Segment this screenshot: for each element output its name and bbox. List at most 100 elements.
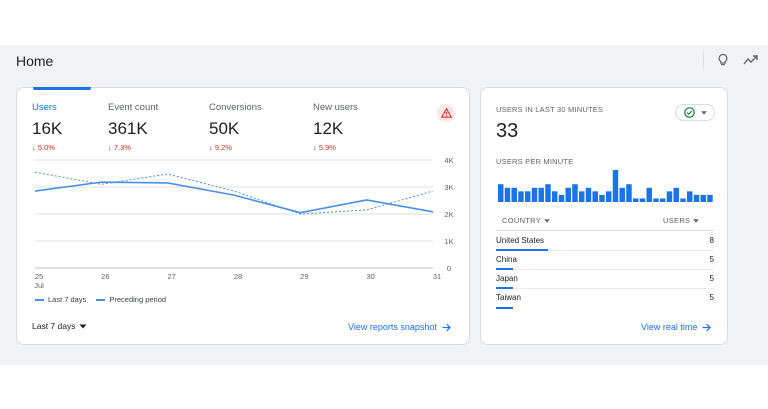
arrow-right-icon	[442, 323, 451, 331]
metric-label: New users	[313, 102, 358, 113]
country-share-bar	[496, 268, 513, 270]
home-page: Home Users 16K ↓ 5.0% Event count 361K ↓…	[0, 45, 768, 365]
metric-users[interactable]: Users 16K ↓ 5.0%	[32, 102, 62, 152]
minute-bar	[552, 191, 558, 202]
minute-bar	[518, 191, 524, 202]
minute-bar	[504, 187, 511, 202]
minute-bar	[599, 194, 605, 202]
table-row[interactable]: United States 8	[496, 232, 714, 251]
country-share-bar	[496, 287, 513, 289]
x-tick-label: 30	[366, 272, 374, 281]
minute-bar	[558, 194, 565, 202]
minute-bar	[700, 194, 706, 202]
column-label: COUNTRY	[502, 216, 542, 225]
y-tick-label: 1K	[444, 237, 453, 246]
realtime-card: USERS IN LAST 30 MINUTES 33 USERS PER MI…	[480, 87, 728, 345]
x-tick-label: 27	[167, 272, 175, 281]
arrow-right-icon	[702, 323, 712, 331]
page-title: Home	[16, 53, 54, 69]
header-divider	[703, 51, 704, 69]
minute-bar	[619, 187, 625, 202]
minute-bar	[606, 191, 612, 202]
metric-new-users[interactable]: New users 12K ↓ 5.9%	[313, 102, 358, 152]
metric-label: Users	[32, 102, 57, 113]
arrow-down-icon: ↓	[32, 143, 36, 152]
warning-icon[interactable]	[437, 104, 455, 122]
x-tick-sublabel: Jul	[34, 281, 44, 290]
chart-legend: Last 7 days Preceding period	[35, 295, 166, 304]
table-row[interactable]: China 5	[496, 251, 714, 270]
minute-bar	[680, 198, 686, 202]
sort-caret-icon	[544, 218, 550, 223]
header-actions	[703, 51, 760, 69]
realtime-status-dropdown[interactable]	[675, 104, 715, 121]
date-range-label: Last 7 days	[32, 321, 76, 331]
arrow-down-icon: ↓	[313, 143, 317, 152]
country-users: 8	[709, 236, 714, 245]
y-tick-label: 0	[447, 264, 451, 273]
metric-value: 361K	[108, 119, 148, 138]
minute-bar	[707, 194, 713, 202]
table-row[interactable]: Taiwan 5	[496, 289, 714, 309]
minute-bar	[673, 187, 679, 202]
metric-delta-value: 5.9%	[318, 143, 336, 152]
realtime-users-value: 33	[496, 120, 519, 142]
metric-value: 16K	[32, 119, 63, 138]
table-row[interactable]: Japan 5	[496, 270, 714, 289]
minute-bar	[545, 184, 551, 202]
check-circle-icon	[683, 107, 695, 118]
minute-bar	[693, 194, 700, 202]
metric-value: 50K	[209, 119, 240, 138]
link-label: View reports snapshot	[348, 322, 437, 332]
metric-delta-value: 5.0%	[37, 143, 55, 152]
country-column-header[interactable]: COUNTRY	[502, 216, 550, 225]
minute-bar	[646, 187, 652, 202]
caret-down-icon	[700, 110, 707, 115]
users-line-chart: 4K 3K 2K 1K 0 25 26 27 28 29 30 31 Jul	[34, 156, 453, 290]
metric-delta: ↓ 5.0%	[32, 143, 62, 152]
minute-bar	[639, 198, 646, 202]
link-label: View real time	[641, 322, 698, 332]
arrow-down-icon: ↓	[108, 143, 112, 152]
metric-label: Conversions	[209, 102, 262, 113]
minute-bar	[687, 191, 693, 202]
minute-bar	[653, 198, 659, 202]
country-users: 5	[709, 274, 714, 283]
metric-event-count[interactable]: Event count 361K ↓ 7.3%	[108, 102, 158, 152]
caret-down-icon	[79, 324, 87, 328]
x-tick-label: 26	[101, 272, 109, 281]
metric-delta: ↓ 5.9%	[313, 143, 358, 152]
legend-swatch-solid	[35, 298, 44, 301]
minute-bar	[592, 191, 598, 202]
arrow-down-icon: ↓	[209, 143, 213, 152]
minute-bar	[511, 187, 517, 202]
metric-delta-value: 9.2%	[214, 143, 232, 152]
y-tick-label: 3K	[444, 183, 453, 192]
view-real-time-link[interactable]: View real time	[641, 322, 712, 332]
preceding-period-line	[34, 171, 434, 215]
minute-bar	[565, 187, 571, 202]
users-per-minute-bars	[498, 170, 713, 202]
trending-icon[interactable]	[742, 51, 760, 69]
x-tick-label: 31	[433, 272, 441, 281]
users-column-header[interactable]: USERS	[663, 216, 700, 225]
metric-value: 12K	[313, 119, 344, 138]
lightbulb-icon[interactable]	[714, 51, 732, 69]
metric-delta: ↓ 7.3%	[108, 143, 158, 152]
sort-caret-icon	[693, 218, 700, 223]
country-users: 5	[709, 255, 714, 264]
date-range-dropdown[interactable]: Last 7 days	[32, 321, 87, 331]
minute-bar	[666, 191, 673, 202]
minute-bar	[612, 170, 619, 202]
country-name: Taiwan	[496, 293, 521, 302]
realtime-users-label: USERS IN LAST 30 MINUTES	[496, 105, 604, 114]
minute-bar	[579, 191, 585, 202]
country-share-bar	[496, 307, 513, 309]
metric-delta: ↓ 9.2%	[209, 143, 262, 152]
x-tick-label: 28	[234, 272, 242, 281]
view-reports-snapshot-link[interactable]: View reports snapshot	[348, 322, 451, 332]
metric-delta-value: 7.3%	[113, 143, 131, 152]
metric-conversions[interactable]: Conversions 50K ↓ 9.2%	[209, 102, 262, 152]
minute-bar	[633, 198, 639, 202]
minute-bar	[538, 187, 544, 202]
